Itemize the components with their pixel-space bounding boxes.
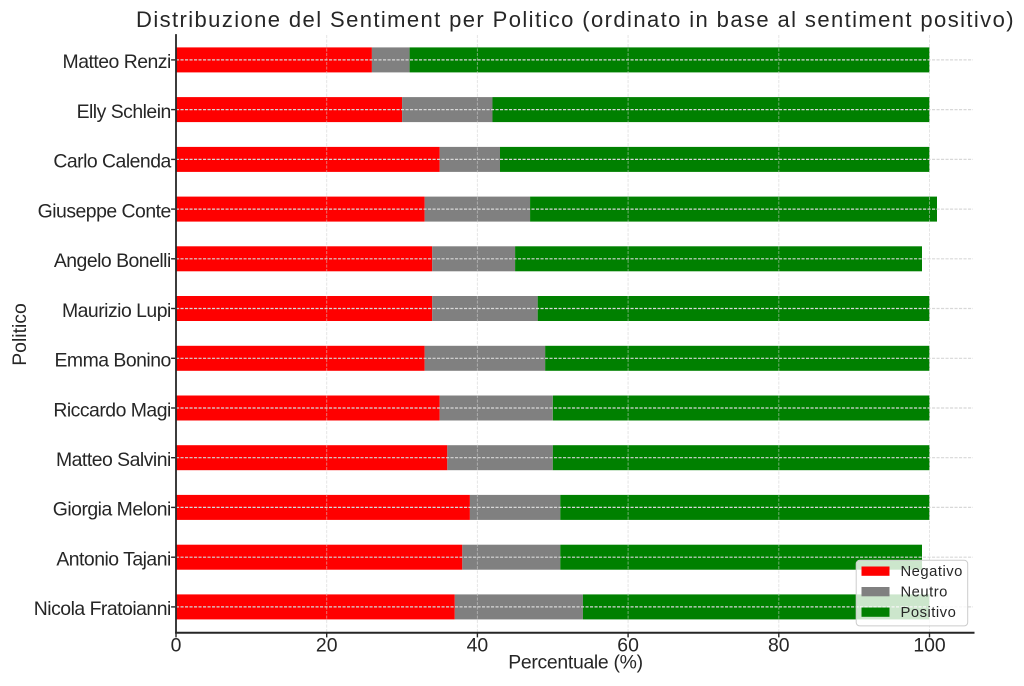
svg-text:80: 80 — [768, 635, 790, 657]
svg-text:Maurizio Lupi: Maurizio Lupi — [62, 300, 171, 322]
svg-text:40: 40 — [467, 635, 489, 657]
svg-text:60: 60 — [617, 635, 639, 657]
svg-text:Giorgia Meloni: Giorgia Meloni — [53, 499, 171, 521]
svg-text:Antonio Tajani: Antonio Tajani — [56, 549, 170, 571]
svg-text:Politico: Politico — [9, 303, 31, 366]
svg-text:Elly Schlein: Elly Schlein — [77, 101, 171, 123]
svg-text:Giuseppe Conte: Giuseppe Conte — [38, 200, 171, 222]
svg-text:Distribuzione del Sentiment pe: Distribuzione del Sentiment per Politico… — [136, 7, 1015, 32]
svg-text:20: 20 — [316, 635, 338, 657]
svg-text:Emma Bonino: Emma Bonino — [55, 350, 171, 372]
svg-text:Riccardo Magi: Riccardo Magi — [53, 399, 170, 421]
svg-text:Positivo: Positivo — [901, 605, 957, 621]
svg-text:Negativo: Negativo — [901, 564, 963, 580]
svg-text:Nicola Fratoianni: Nicola Fratoianni — [34, 598, 171, 620]
svg-text:Percentuale (%): Percentuale (%) — [508, 652, 643, 674]
svg-text:Matteo Renzi: Matteo Renzi — [63, 51, 171, 73]
svg-text:0: 0 — [171, 635, 182, 657]
svg-text:Neutro: Neutro — [901, 584, 948, 600]
svg-text:Matteo Salvini: Matteo Salvini — [56, 449, 171, 471]
svg-text:100: 100 — [913, 635, 946, 657]
svg-text:Angelo Bonelli: Angelo Bonelli — [54, 250, 171, 272]
svg-text:Carlo Calenda: Carlo Calenda — [53, 151, 171, 173]
